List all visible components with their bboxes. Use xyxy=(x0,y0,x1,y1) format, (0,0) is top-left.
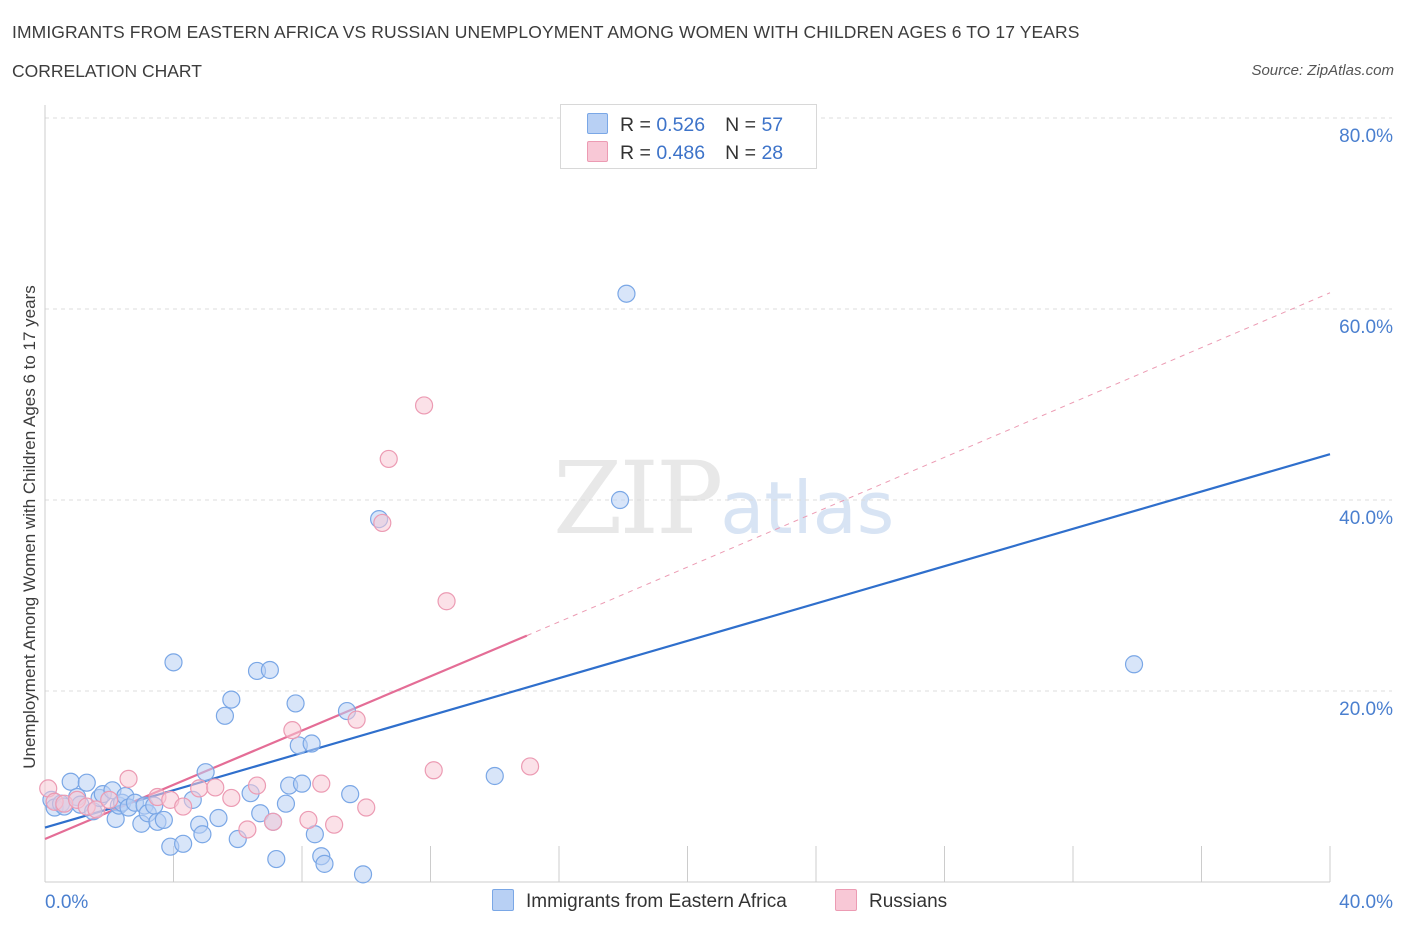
point-eastern-africa xyxy=(276,794,296,813)
point-eastern-africa xyxy=(260,660,279,680)
watermark-atlas: atlas xyxy=(720,466,895,550)
point-russians xyxy=(247,776,267,795)
legend-swatch-pink xyxy=(587,141,608,162)
legend-r-value-pink: 0.486 xyxy=(656,142,706,164)
trend-line-eastern-africa xyxy=(44,453,1331,829)
point-russians xyxy=(174,797,193,816)
point-eastern-africa xyxy=(286,694,305,713)
source-credit: Source: ZipAtlas.com xyxy=(1251,62,1394,79)
point-eastern-africa xyxy=(251,804,270,823)
point-eastern-africa xyxy=(1124,655,1144,674)
point-russians xyxy=(373,513,392,533)
point-eastern-africa xyxy=(154,810,173,830)
point-russians xyxy=(325,815,344,834)
chart-title: IMMIGRANTS FROM EASTERN AFRICA VS RUSSIA… xyxy=(12,22,1080,42)
legend-swatch-blue xyxy=(587,113,608,134)
trend-line-russians-extension xyxy=(526,292,1331,637)
y-tick-label: 80.0% xyxy=(1339,126,1393,147)
point-eastern-africa xyxy=(353,865,373,884)
legend-r-label: R = xyxy=(620,142,657,164)
point-russians xyxy=(347,710,366,729)
point-eastern-africa xyxy=(617,284,636,303)
axis-labels: 20.0% 40.0% 60.0% 80.0% 0.0% 40.0% Unemploymen… xyxy=(20,126,1393,913)
point-russians xyxy=(263,812,283,831)
x-tick-label-max: 40.0% xyxy=(1339,892,1393,913)
point-russians xyxy=(119,769,138,788)
watermark-zip: ZIP xyxy=(553,440,723,557)
point-eastern-africa xyxy=(315,854,334,873)
point-eastern-africa xyxy=(164,653,183,672)
point-russians xyxy=(520,757,540,776)
grid-lines xyxy=(45,117,1392,692)
bottom-legend-label-blue: Immigrants from Eastern Africa xyxy=(526,891,787,912)
point-eastern-africa xyxy=(610,490,630,510)
point-russians xyxy=(299,810,318,830)
point-russians xyxy=(206,778,225,797)
point-russians xyxy=(222,788,241,808)
point-russians xyxy=(424,761,443,780)
point-russians xyxy=(437,592,456,611)
y-axis-label: Unemployment Among Women with Children A… xyxy=(20,285,39,769)
legend-row-pink: R = 0.486 N = 28 xyxy=(587,141,783,165)
y-tick-label: 60.0% xyxy=(1339,317,1393,338)
point-eastern-africa xyxy=(485,766,504,786)
trend-lines xyxy=(44,292,1331,841)
bottom-legend-swatch-pink xyxy=(835,889,857,911)
legend-r-label: R = xyxy=(620,114,657,136)
point-eastern-africa xyxy=(174,834,193,853)
legend-n-label: N = xyxy=(725,142,762,164)
point-eastern-africa xyxy=(193,825,212,844)
legend-n-label: N = xyxy=(725,114,762,136)
x-tick-label-min: 0.0% xyxy=(45,892,88,913)
point-eastern-africa xyxy=(341,785,360,804)
y-tick-label: 40.0% xyxy=(1339,508,1393,529)
y-tick-label: 20.0% xyxy=(1339,699,1393,720)
bottom-legend-label-pink: Russians xyxy=(869,891,948,912)
legend-n-value-pink: 28 xyxy=(761,142,784,164)
watermark: ZIPatlas xyxy=(553,440,894,557)
point-eastern-africa xyxy=(209,808,228,828)
point-russians xyxy=(190,779,209,798)
legend-n-value-blue: 57 xyxy=(761,114,784,136)
correlation-legend: R = 0.526 N = 57 R = 0.486 N = 28 xyxy=(560,104,817,169)
point-russians xyxy=(414,396,434,415)
point-eastern-africa xyxy=(222,690,241,709)
point-eastern-africa xyxy=(196,763,215,782)
point-russians xyxy=(87,800,106,819)
point-eastern-africa xyxy=(61,772,80,791)
bottom-legend-pink: Russians xyxy=(835,889,947,913)
point-russians xyxy=(379,449,398,469)
point-russians xyxy=(357,798,376,817)
point-eastern-africa xyxy=(215,706,234,725)
point-eastern-africa xyxy=(267,849,286,869)
axes xyxy=(44,105,1331,883)
point-russians xyxy=(312,774,331,793)
point-russians xyxy=(283,721,302,740)
point-russians xyxy=(100,790,119,809)
point-eastern-africa xyxy=(77,773,96,792)
chart-subtitle: CORRELATION CHART xyxy=(12,61,202,81)
point-eastern-africa xyxy=(292,774,312,793)
data-points xyxy=(39,284,1144,884)
bottom-legend-swatch-blue xyxy=(492,889,514,911)
legend-r-value-blue: 0.526 xyxy=(656,114,706,136)
point-russians xyxy=(238,820,257,839)
point-eastern-africa xyxy=(302,734,321,753)
legend-row-blue: R = 0.526 N = 57 xyxy=(587,113,783,137)
bottom-legend-blue: Immigrants from Eastern Africa xyxy=(492,889,787,913)
